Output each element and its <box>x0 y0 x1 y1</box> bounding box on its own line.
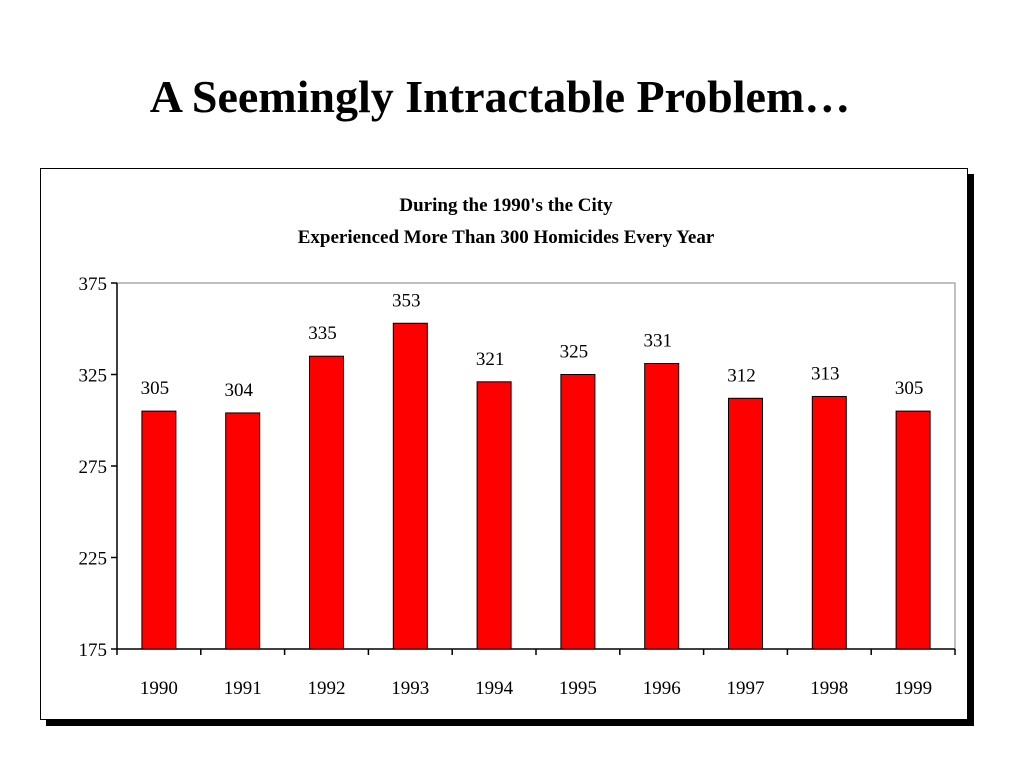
bar-1992 <box>309 355 344 650</box>
y-tick-label: 175 <box>79 640 108 661</box>
x-tick-label: 1998 <box>810 678 848 699</box>
y-tick-label: 225 <box>79 549 108 570</box>
chart-frame: During the 1990's the City Experienced M… <box>40 168 968 720</box>
bar-1991 <box>225 412 261 650</box>
bar-1997 <box>728 397 763 650</box>
x-tick-label: 1994 <box>475 678 513 699</box>
y-tick-label: 375 <box>79 274 108 295</box>
x-tick-label: 1992 <box>308 678 346 699</box>
data-label-1999: 305 <box>895 378 924 399</box>
data-label-1996: 331 <box>643 331 672 352</box>
bar-1993 <box>392 322 428 650</box>
data-label-1993: 353 <box>392 290 421 311</box>
data-label-1997: 312 <box>727 365 756 386</box>
bar-chart: During the 1990's the City Experienced M… <box>79 195 956 699</box>
x-tick-label: 1997 <box>727 678 765 699</box>
chart-title-line-1: During the 1990's the City <box>399 195 613 216</box>
data-label-1990: 305 <box>141 378 170 399</box>
y-tick-label: 275 <box>79 457 108 478</box>
x-tick-label: 1991 <box>224 678 262 699</box>
x-tick-label: 1995 <box>559 678 597 699</box>
x-tick-label: 1993 <box>391 678 429 699</box>
bar-1996 <box>644 363 680 650</box>
x-tick-label: 1999 <box>894 678 932 699</box>
bar-1998 <box>811 395 847 650</box>
data-label-1998: 313 <box>811 363 840 384</box>
x-tick-label: 1990 <box>140 678 178 699</box>
data-label-1991: 304 <box>224 380 253 401</box>
data-label-1994: 321 <box>476 349 505 370</box>
bar-1999 <box>895 410 931 650</box>
slide-title: A Seemingly Intractable Problem… <box>149 71 851 122</box>
data-label-1992: 335 <box>308 323 337 344</box>
y-tick-label: 325 <box>79 366 108 387</box>
bar-1994 <box>476 381 512 650</box>
x-tick-label: 1996 <box>643 678 681 699</box>
bar-1995 <box>560 374 596 650</box>
bar-1990 <box>141 410 177 650</box>
chart-title-line-2: Experienced More Than 300 Homicides Ever… <box>298 227 715 248</box>
data-label-1995: 325 <box>560 342 589 363</box>
